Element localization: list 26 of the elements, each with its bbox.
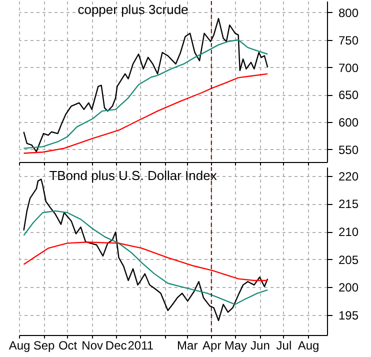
x-tick-label: Aug <box>8 338 30 352</box>
x-tick-label: Sep <box>33 338 56 352</box>
y-tick-label: 700 <box>338 60 359 75</box>
y-tick-label: 220 <box>338 169 359 184</box>
x-tick-label: Oct <box>58 338 78 352</box>
y-tick-label: 195 <box>338 308 359 322</box>
y-tick-label: 600 <box>338 116 359 130</box>
x-tick-label: Aug <box>298 338 320 352</box>
y-tick-label: 210 <box>338 225 359 240</box>
x-tick-label: 2011 <box>128 338 154 352</box>
y-tick-label: 200 <box>338 280 359 295</box>
chart-title: TBond plus U.S. Dollar Index <box>49 168 218 183</box>
x-tick-label: Jul <box>276 338 292 352</box>
chart-title: copper plus 3crude <box>78 2 188 17</box>
y-tick-label: 215 <box>338 197 359 212</box>
x-tick-label: May <box>224 338 247 352</box>
x-tick-label: Nov <box>82 338 104 352</box>
y-tick-label: 750 <box>338 33 359 48</box>
y-tick-label: 550 <box>338 142 359 157</box>
y-tick-label: 205 <box>338 252 359 267</box>
x-tick-label: Mar <box>177 338 198 352</box>
x-tick-label: Jun <box>250 338 270 352</box>
y-tick-label: 800 <box>338 6 359 20</box>
x-tick-label: Dec <box>105 338 127 352</box>
x-tick-label: Apr <box>202 338 222 352</box>
y-tick-label: 650 <box>338 88 359 102</box>
